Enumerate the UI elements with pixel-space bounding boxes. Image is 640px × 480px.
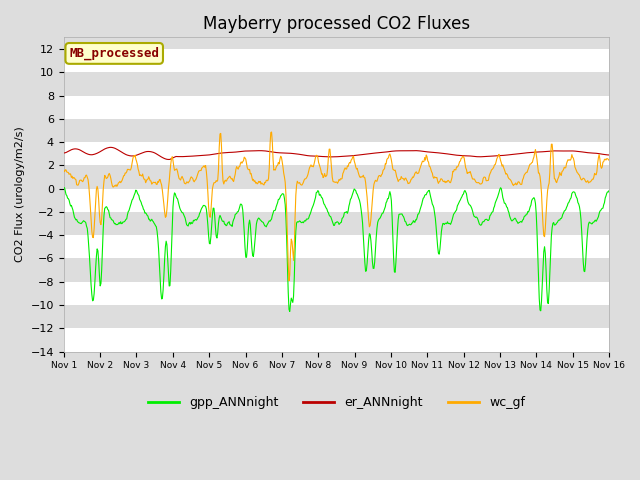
Bar (64, 49, 609, 72)
Bar (64, 235, 609, 258)
Bar (64, 142, 609, 165)
Y-axis label: CO2 Flux (urology/m2/s): CO2 Flux (urology/m2/s) (15, 127, 25, 262)
Legend: gpp_ANNnight, er_ANNnight, wc_gf: gpp_ANNnight, er_ANNnight, wc_gf (143, 391, 530, 414)
Bar (64, 189, 609, 212)
Bar (64, 328, 609, 351)
Bar (64, 282, 609, 305)
Text: MB_processed: MB_processed (69, 47, 159, 60)
Bar (64, 96, 609, 119)
Title: Mayberry processed CO2 Fluxes: Mayberry processed CO2 Fluxes (203, 15, 470, 33)
